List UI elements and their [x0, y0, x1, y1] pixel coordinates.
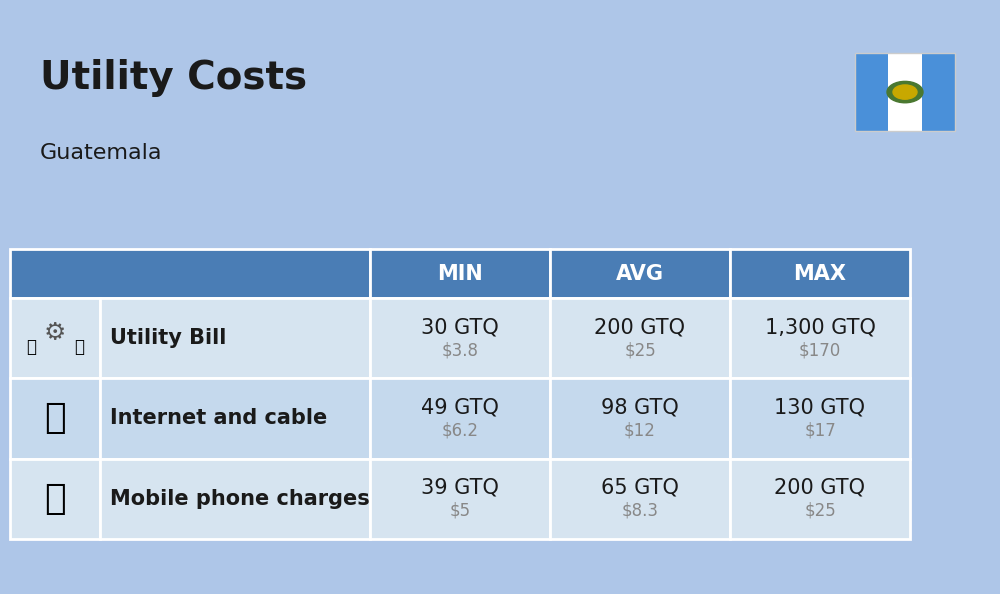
FancyBboxPatch shape [730, 459, 910, 539]
Text: 📦: 📦 [74, 338, 84, 356]
FancyBboxPatch shape [10, 298, 100, 378]
FancyBboxPatch shape [10, 249, 370, 298]
Text: 1,300 GTQ: 1,300 GTQ [765, 318, 875, 337]
FancyBboxPatch shape [550, 459, 730, 539]
FancyBboxPatch shape [550, 378, 730, 459]
Text: 📱: 📱 [44, 482, 66, 516]
Text: $5: $5 [449, 501, 471, 520]
Text: ⚙: ⚙ [44, 321, 66, 345]
Text: 🔌: 🔌 [26, 338, 36, 356]
Text: $25: $25 [624, 341, 656, 359]
Text: $3.8: $3.8 [441, 341, 478, 359]
FancyBboxPatch shape [888, 53, 922, 131]
Text: Utility Bill: Utility Bill [110, 328, 226, 348]
Text: Mobile phone charges: Mobile phone charges [110, 489, 370, 508]
Text: 98 GTQ: 98 GTQ [601, 398, 679, 418]
FancyBboxPatch shape [550, 298, 730, 378]
FancyBboxPatch shape [100, 378, 370, 459]
FancyBboxPatch shape [855, 53, 888, 131]
Text: $25: $25 [804, 501, 836, 520]
Text: Guatemala: Guatemala [40, 143, 162, 163]
Text: Utility Costs: Utility Costs [40, 59, 307, 97]
Circle shape [887, 81, 923, 103]
FancyBboxPatch shape [370, 378, 550, 459]
Text: AVG: AVG [616, 264, 664, 284]
FancyBboxPatch shape [370, 459, 550, 539]
FancyBboxPatch shape [730, 378, 910, 459]
Text: 200 GTQ: 200 GTQ [774, 478, 866, 498]
Text: 39 GTQ: 39 GTQ [421, 478, 499, 498]
FancyBboxPatch shape [550, 249, 730, 298]
FancyBboxPatch shape [10, 459, 100, 539]
Text: MIN: MIN [437, 264, 483, 284]
Text: 65 GTQ: 65 GTQ [601, 478, 679, 498]
Text: $17: $17 [804, 421, 836, 440]
Text: Internet and cable: Internet and cable [110, 409, 327, 428]
Circle shape [893, 85, 917, 99]
FancyBboxPatch shape [730, 249, 910, 298]
FancyBboxPatch shape [370, 298, 550, 378]
FancyBboxPatch shape [922, 53, 955, 131]
FancyBboxPatch shape [100, 298, 370, 378]
Text: $6.2: $6.2 [441, 421, 478, 440]
Text: $170: $170 [799, 341, 841, 359]
Text: 200 GTQ: 200 GTQ [594, 318, 686, 337]
Text: 130 GTQ: 130 GTQ [774, 398, 866, 418]
Text: 30 GTQ: 30 GTQ [421, 318, 499, 337]
Text: MAX: MAX [794, 264, 846, 284]
Text: 49 GTQ: 49 GTQ [421, 398, 499, 418]
Text: $12: $12 [624, 421, 656, 440]
Text: $8.3: $8.3 [622, 501, 658, 520]
FancyBboxPatch shape [100, 459, 370, 539]
Text: 📡: 📡 [44, 402, 66, 435]
FancyBboxPatch shape [10, 378, 100, 459]
FancyBboxPatch shape [730, 298, 910, 378]
FancyBboxPatch shape [370, 249, 550, 298]
